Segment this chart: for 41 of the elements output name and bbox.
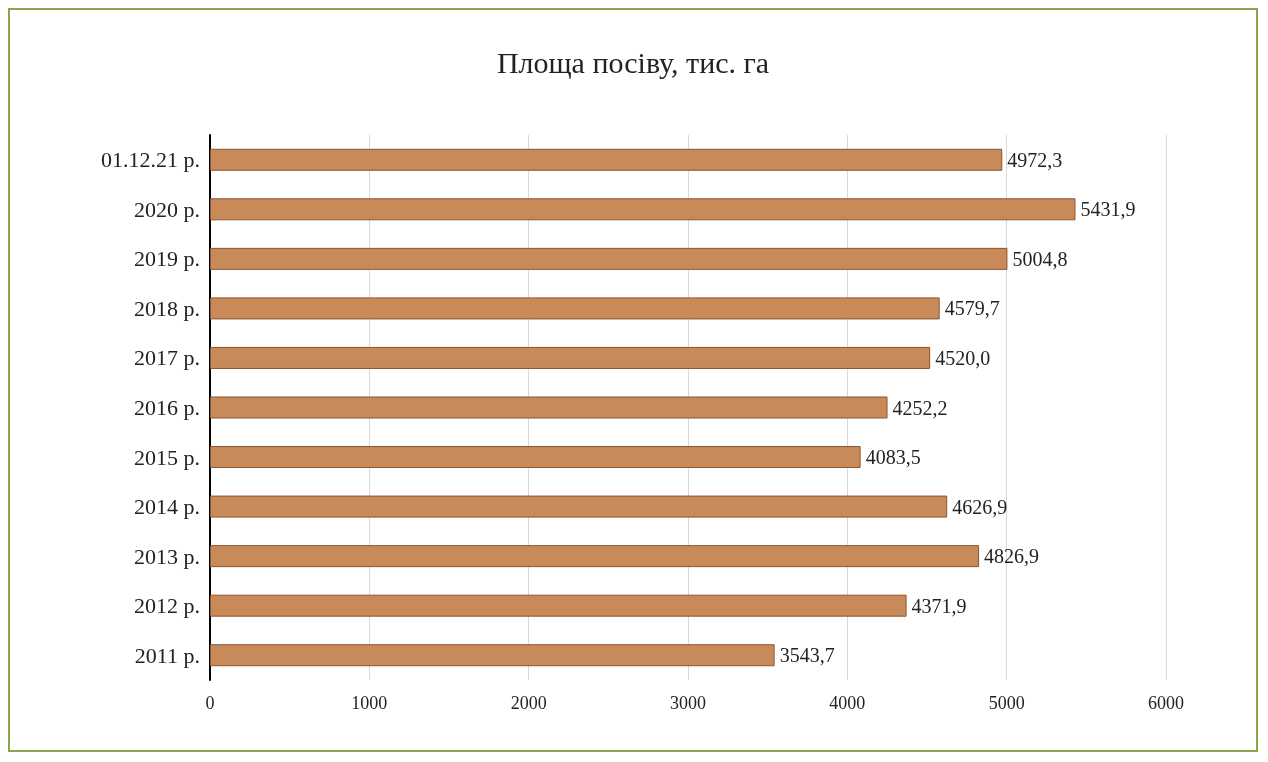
bar (210, 346, 931, 369)
chart-title: Площа посіву, тис. га (496, 45, 770, 79)
y-tick-label: 2019 р. (134, 246, 200, 272)
x-tick-label: 1000 (351, 693, 388, 713)
y-tick-label: 2011 р. (134, 642, 200, 668)
data-label: 5004,8 (1012, 247, 1068, 270)
x-tick-label: 4000 (829, 693, 866, 713)
data-label: 3543,7 (779, 644, 835, 667)
y-tick-label: 01.12.21 р. (101, 147, 200, 173)
x-tick-label: 2000 (510, 693, 547, 713)
x-tick-label: 5000 (988, 693, 1025, 713)
data-label: 4371,9 (911, 594, 967, 617)
x-tick-label: 0 (205, 693, 215, 713)
data-label: 5431,9 (1080, 198, 1136, 221)
x-tick-label: 6000 (1148, 693, 1184, 713)
bar (210, 594, 907, 617)
data-label: 4826,9 (984, 545, 1040, 568)
y-tick-label: 2013 р. (134, 543, 200, 569)
bar (210, 446, 861, 469)
bar (210, 198, 1076, 221)
bar (210, 545, 980, 568)
bar (210, 644, 775, 667)
y-tick-label: 2012 р. (134, 593, 200, 619)
data-label: 4252,2 (892, 396, 948, 419)
y-tick-label: 2017 р. (134, 345, 200, 371)
bar (210, 247, 1008, 270)
data-label: 4626,9 (952, 495, 1008, 518)
bar (210, 148, 1003, 171)
data-label: 4972,3 (1007, 148, 1063, 171)
data-label: 4083,5 (865, 446, 921, 469)
y-tick-label: 2018 р. (134, 295, 200, 321)
bar (210, 396, 888, 419)
data-label: 4579,7 (944, 297, 1000, 320)
y-tick-label: 2015 р. (134, 444, 200, 470)
x-tick-label: 3000 (670, 693, 706, 713)
data-label: 4520,0 (935, 346, 991, 369)
y-tick-label: 2020 р. (134, 196, 200, 222)
bar (210, 297, 940, 320)
y-tick-label: 2016 р. (134, 395, 200, 420)
y-tick-label: 2014 р. (134, 494, 200, 520)
bar (210, 495, 948, 518)
